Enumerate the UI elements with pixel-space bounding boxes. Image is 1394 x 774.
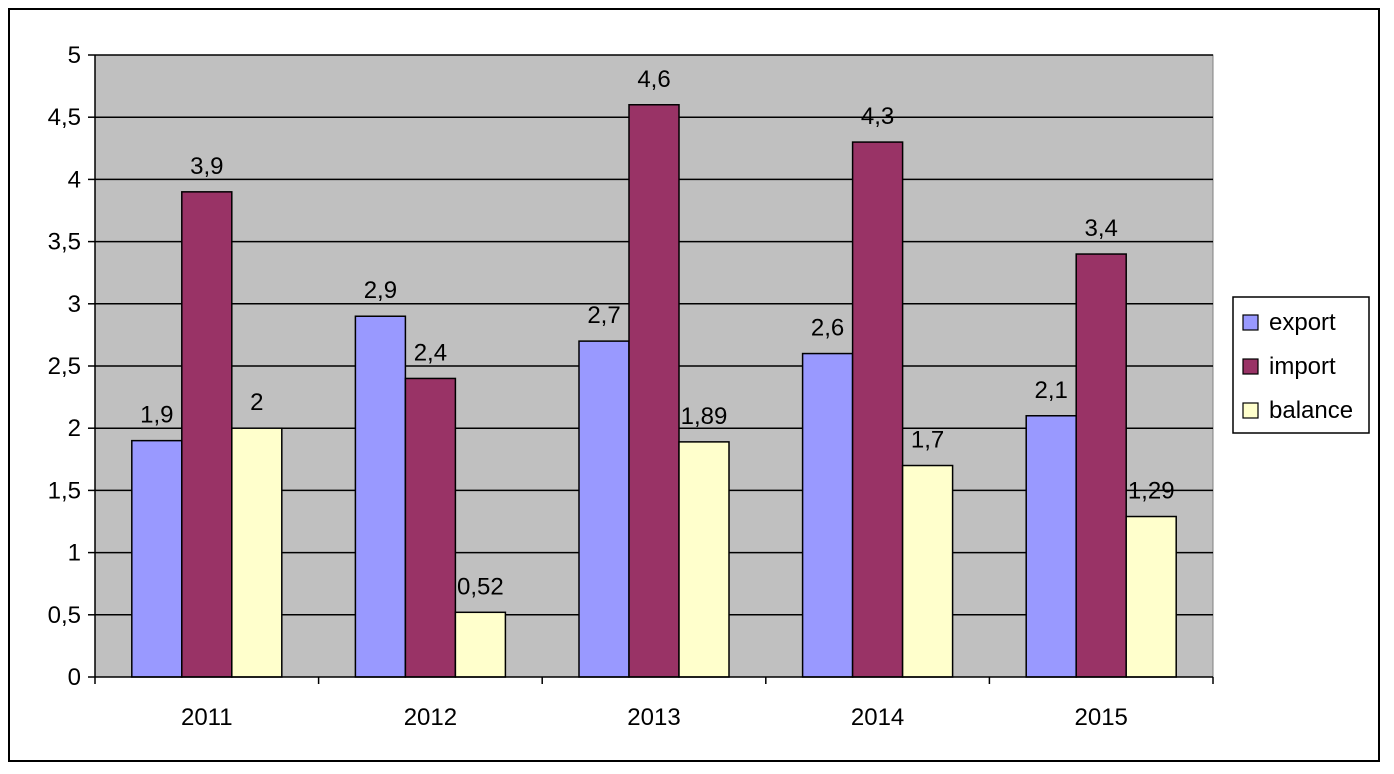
y-tick-label: 0,5 [48, 602, 81, 629]
data-label-import: 3,4 [1085, 215, 1118, 242]
y-tick-label: 1 [68, 540, 81, 567]
data-label-balance: 1,7 [911, 427, 944, 454]
y-tick-label: 1,5 [48, 477, 81, 504]
y-tick-label: 4,5 [48, 104, 81, 131]
x-tick-label: 2011 [181, 704, 233, 731]
legend-swatch-export [1242, 314, 1259, 331]
y-tick-labels: 0 0,5 1 1,5 2 2,5 3 3,5 4 4,5 5 [48, 42, 81, 691]
bar-balance-2013 [678, 441, 730, 678]
x-tick-label: 2012 [404, 704, 457, 731]
x-tick-label: 2014 [851, 704, 904, 731]
data-label-import: 2,4 [414, 339, 447, 366]
y-tick-label: 3 [68, 291, 81, 318]
x-tick-label: 2015 [1075, 704, 1128, 731]
data-label-import: 3,9 [190, 153, 223, 180]
bar-export-2014 [801, 352, 854, 678]
legend-label-import: import [1269, 353, 1336, 380]
bar-import-2013 [628, 104, 680, 678]
bar-export-2013 [578, 340, 630, 678]
y-tick-label: 5 [68, 42, 81, 69]
bar-export-2011 [131, 439, 183, 678]
bar-balance-2014 [901, 464, 954, 678]
data-label-export: 2,7 [587, 302, 620, 329]
data-labels: 1,9 2,9 2,7 2,6 2,1 3,9 2,4 4,6 4,3 3,4 2 0,52 1,89 1… [140, 66, 1174, 601]
data-label-balance: 2 [250, 389, 263, 416]
bar-balance-2015 [1125, 515, 1177, 678]
data-label-balance: 0,52 [457, 573, 504, 600]
data-label-export: 2,6 [811, 315, 844, 342]
x-tick-labels: 2011 2012 2013 2014 2015 [181, 704, 1128, 731]
legend-swatch-balance [1242, 402, 1259, 419]
bar-import-2012 [404, 377, 457, 678]
bar-import-2014 [851, 141, 904, 678]
legend-swatch-import [1242, 358, 1259, 375]
data-label-import: 4,6 [637, 66, 670, 93]
x-tick-label: 2013 [627, 704, 680, 731]
bar-export-2012 [354, 315, 407, 678]
legend-label-balance: balance [1269, 397, 1353, 424]
bar-balance-2011 [231, 427, 283, 678]
y-tick-label: 2,5 [48, 353, 81, 380]
y-tick-label: 2 [68, 415, 81, 442]
bar-import-2011 [181, 191, 233, 678]
bar-balance-2012 [454, 611, 507, 678]
data-label-export: 1,9 [140, 402, 173, 429]
y-tick-label: 4 [68, 166, 81, 193]
data-label-balance: 1,89 [681, 403, 728, 430]
data-label-export: 2,1 [1035, 377, 1068, 404]
data-label-import: 4,3 [861, 103, 894, 130]
y-tick-label: 3,5 [48, 229, 81, 256]
data-label-balance: 1,29 [1128, 478, 1175, 505]
data-label-export: 2,9 [364, 277, 397, 304]
legend: export import balance [1232, 296, 1370, 434]
bar-import-2015 [1075, 253, 1127, 678]
legend-label-export: export [1269, 309, 1336, 336]
axes [88, 54, 1214, 684]
y-tick-label: 0 [68, 664, 81, 691]
bar-export-2015 [1025, 415, 1077, 678]
